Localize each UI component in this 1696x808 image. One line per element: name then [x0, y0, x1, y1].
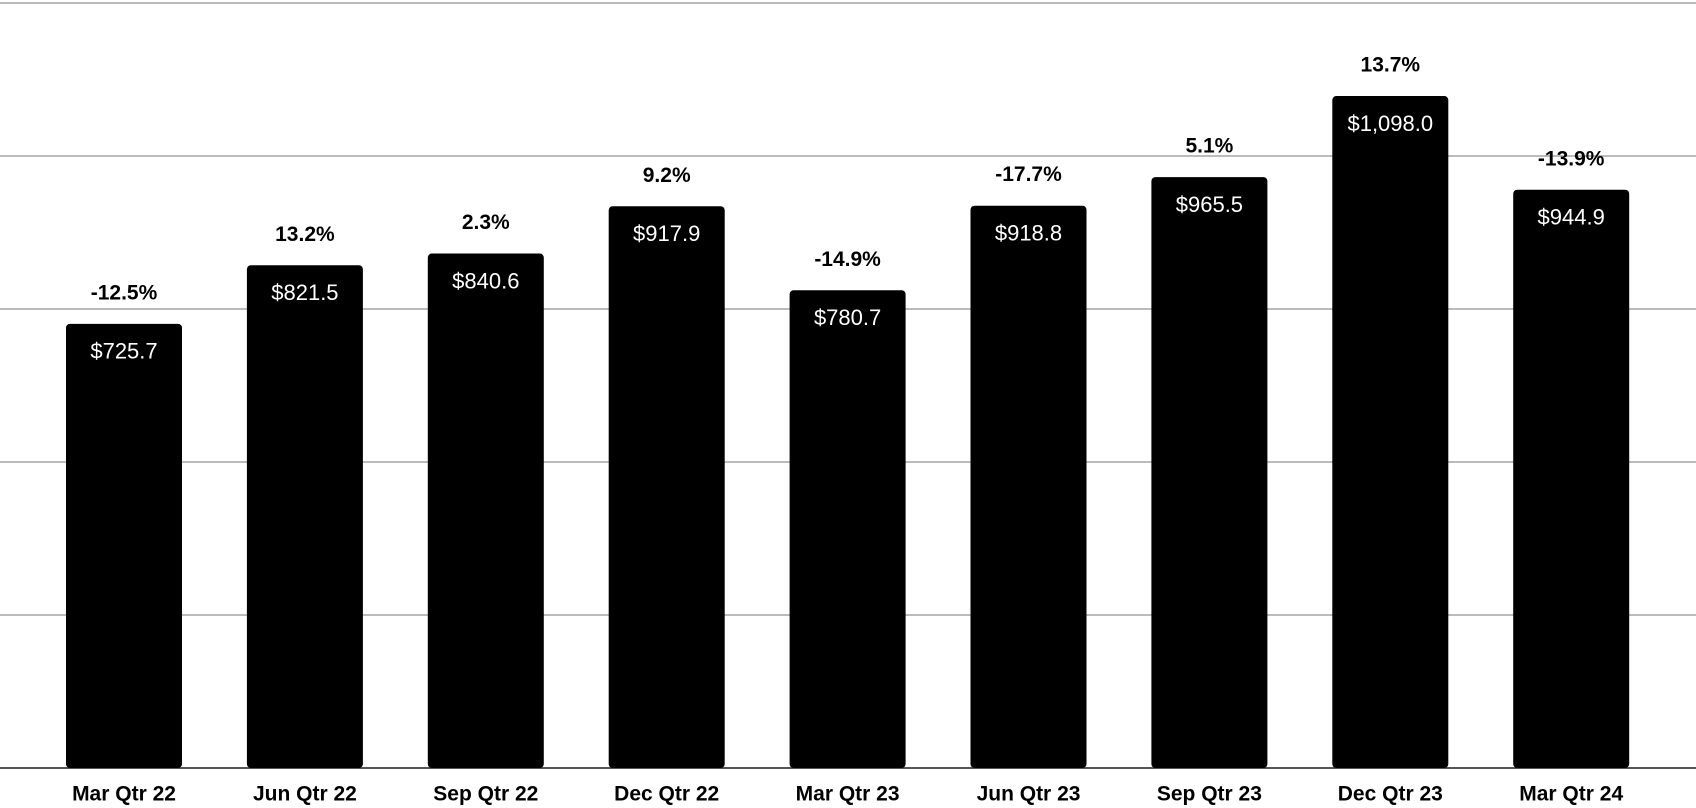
- value-label: $944.9: [1538, 205, 1605, 230]
- value-label: $917.9: [633, 221, 700, 246]
- x-tick-label: Sep Qtr 23: [1157, 783, 1262, 806]
- bar: [789, 290, 906, 768]
- value-label: $1,098.0: [1347, 111, 1433, 136]
- value-label: $780.7: [814, 305, 881, 330]
- annotation: 2.3%: [462, 211, 510, 234]
- annotation: 13.2%: [275, 223, 335, 246]
- annotation: -14.9%: [814, 248, 881, 271]
- annotation: -17.7%: [995, 163, 1062, 186]
- x-tick-label: Dec Qtr 23: [1338, 783, 1443, 806]
- annotation: 13.7%: [1361, 54, 1421, 77]
- bar: [427, 253, 544, 768]
- value-label: $918.8: [995, 221, 1062, 246]
- bar: [1151, 177, 1268, 768]
- annotation: -12.5%: [91, 281, 158, 304]
- annotation: 5.1%: [1185, 135, 1233, 158]
- annotation: 9.2%: [643, 164, 691, 187]
- value-label: $821.5: [271, 280, 338, 305]
- annotation: -13.9%: [1538, 147, 1605, 170]
- x-tick-label: Jun Qtr 23: [977, 783, 1081, 806]
- x-tick-label: Mar Qtr 22: [72, 783, 176, 806]
- bar: [66, 323, 182, 768]
- bar: [970, 205, 1087, 768]
- bar: [246, 265, 363, 768]
- bar: [1513, 189, 1630, 769]
- x-tick-label: Sep Qtr 22: [433, 783, 538, 806]
- x-tick-label: Mar Qtr 24: [1519, 783, 1623, 806]
- bar: [608, 206, 725, 769]
- x-tick-label: Dec Qtr 22: [614, 783, 719, 806]
- value-label: $965.5: [1176, 192, 1243, 217]
- x-tick-label: Jun Qtr 22: [253, 783, 357, 806]
- bar: [1332, 96, 1449, 769]
- value-label: $725.7: [90, 339, 157, 364]
- value-label: $840.6: [452, 268, 519, 293]
- x-tick-label: Mar Qtr 23: [796, 783, 900, 806]
